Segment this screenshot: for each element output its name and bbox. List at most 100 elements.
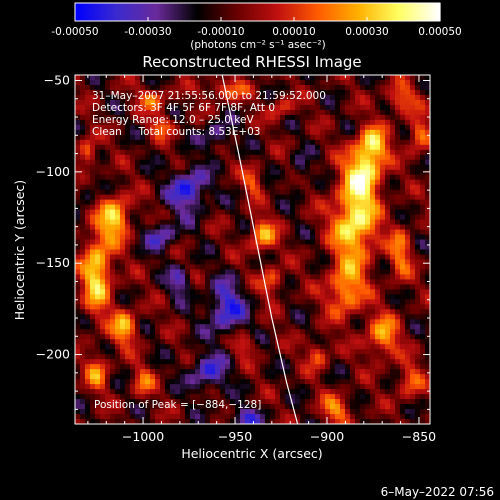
heatmap-cell bbox=[240, 154, 246, 161]
heatmap-cell bbox=[355, 229, 361, 236]
heatmap-cell bbox=[360, 284, 366, 290]
heatmap-cell bbox=[285, 129, 291, 136]
heatmap-cell bbox=[390, 349, 396, 355]
heatmap-cell bbox=[225, 144, 231, 151]
heatmap-cell bbox=[410, 75, 416, 81]
heatmap-cell bbox=[135, 144, 141, 151]
heatmap-cell bbox=[380, 169, 386, 176]
heatmap-cell bbox=[185, 204, 191, 211]
heatmap-cell bbox=[205, 249, 211, 256]
heatmap-cell bbox=[365, 394, 371, 400]
colorbar-cell bbox=[425, 3, 429, 21]
heatmap-cell bbox=[90, 309, 96, 315]
heatmap-cell bbox=[150, 244, 156, 251]
heatmap-cell bbox=[345, 204, 351, 211]
heatmap-cell bbox=[180, 374, 186, 380]
heatmap-cell bbox=[245, 184, 251, 191]
heatmap-cell bbox=[115, 289, 121, 295]
heatmap-cell bbox=[195, 99, 201, 106]
heatmap-cell bbox=[210, 219, 216, 226]
heatmap-cell bbox=[130, 404, 136, 410]
heatmap-cell bbox=[155, 89, 161, 96]
heatmap-cell bbox=[310, 124, 316, 131]
heatmap-cell bbox=[405, 319, 411, 325]
heatmap-cell bbox=[170, 139, 176, 146]
heatmap-cell bbox=[170, 274, 176, 281]
heatmap-cell bbox=[415, 149, 421, 156]
heatmap-cell bbox=[380, 359, 386, 365]
heatmap-cell bbox=[390, 174, 396, 181]
heatmap-cell bbox=[180, 144, 186, 151]
heatmap-cell bbox=[195, 339, 201, 345]
heatmap-cell bbox=[110, 369, 116, 375]
heatmap-cell bbox=[405, 304, 411, 310]
heatmap-cell bbox=[375, 159, 381, 166]
heatmap-cell bbox=[405, 404, 411, 410]
heatmap-cell bbox=[195, 119, 201, 126]
heatmap-cell bbox=[380, 219, 386, 226]
heatmap-cell bbox=[285, 294, 291, 300]
heatmap-cell bbox=[380, 389, 386, 395]
heatmap-cell bbox=[195, 324, 201, 330]
heatmap-cell bbox=[345, 184, 351, 191]
heatmap-cell bbox=[355, 384, 361, 390]
heatmap-cell bbox=[110, 184, 116, 191]
heatmap-cell bbox=[120, 279, 126, 285]
heatmap-cell bbox=[345, 359, 351, 365]
heatmap-cell bbox=[135, 264, 141, 271]
heatmap-cell bbox=[115, 319, 121, 325]
heatmap-cell bbox=[90, 254, 96, 261]
heatmap-cell bbox=[305, 384, 311, 390]
heatmap-cell bbox=[230, 144, 236, 151]
heatmap-cell bbox=[220, 274, 226, 281]
heatmap-cell bbox=[330, 154, 336, 161]
heatmap-cell bbox=[265, 379, 271, 385]
colorbar-cell bbox=[275, 3, 279, 21]
heatmap-cell bbox=[280, 139, 286, 146]
heatmap-cell bbox=[255, 134, 261, 141]
heatmap-cell bbox=[290, 199, 296, 206]
heatmap-cell bbox=[320, 94, 326, 101]
heatmap-cell bbox=[175, 104, 181, 111]
heatmap-cell bbox=[395, 84, 401, 91]
heatmap-cell bbox=[235, 184, 241, 191]
heatmap-cell bbox=[295, 274, 301, 281]
heatmap-cell bbox=[350, 164, 356, 171]
heatmap-cell bbox=[160, 249, 166, 256]
heatmap-cell bbox=[125, 244, 131, 251]
heatmap-cell bbox=[165, 134, 171, 141]
heatmap-cell bbox=[245, 259, 251, 266]
heatmap-cell bbox=[185, 374, 191, 380]
heatmap-cell bbox=[205, 244, 211, 251]
heatmap-cell bbox=[275, 219, 281, 226]
heatmap-cell bbox=[85, 209, 91, 216]
heatmap-cell bbox=[210, 174, 216, 181]
heatmap-cell bbox=[225, 174, 231, 181]
heatmap-cell bbox=[195, 229, 201, 236]
heatmap-cell bbox=[230, 219, 236, 226]
heatmap-cell bbox=[210, 404, 216, 410]
heatmap-cell bbox=[335, 154, 341, 161]
heatmap-cell bbox=[270, 129, 276, 136]
heatmap-cell bbox=[145, 389, 151, 395]
heatmap-cell bbox=[360, 359, 366, 365]
heatmap-cell bbox=[300, 199, 306, 206]
heatmap-cell bbox=[345, 294, 351, 300]
heatmap-cell bbox=[190, 404, 196, 410]
heatmap-cell bbox=[255, 334, 261, 340]
heatmap-cell bbox=[220, 149, 226, 156]
heatmap-cell bbox=[205, 279, 211, 285]
heatmap-cell bbox=[220, 209, 226, 216]
heatmap-cell bbox=[220, 259, 226, 266]
heatmap-cell bbox=[360, 294, 366, 300]
heatmap-cell bbox=[80, 109, 86, 116]
heatmap-cell bbox=[420, 249, 426, 256]
heatmap-cell bbox=[270, 119, 276, 126]
heatmap-cell bbox=[355, 339, 361, 345]
heatmap-cell bbox=[255, 214, 261, 221]
heatmap-cell bbox=[360, 224, 366, 231]
heatmap-cell bbox=[235, 274, 241, 281]
colorbar-cell bbox=[352, 3, 356, 21]
heatmap-cell bbox=[200, 134, 206, 141]
heatmap-cell bbox=[80, 79, 86, 86]
